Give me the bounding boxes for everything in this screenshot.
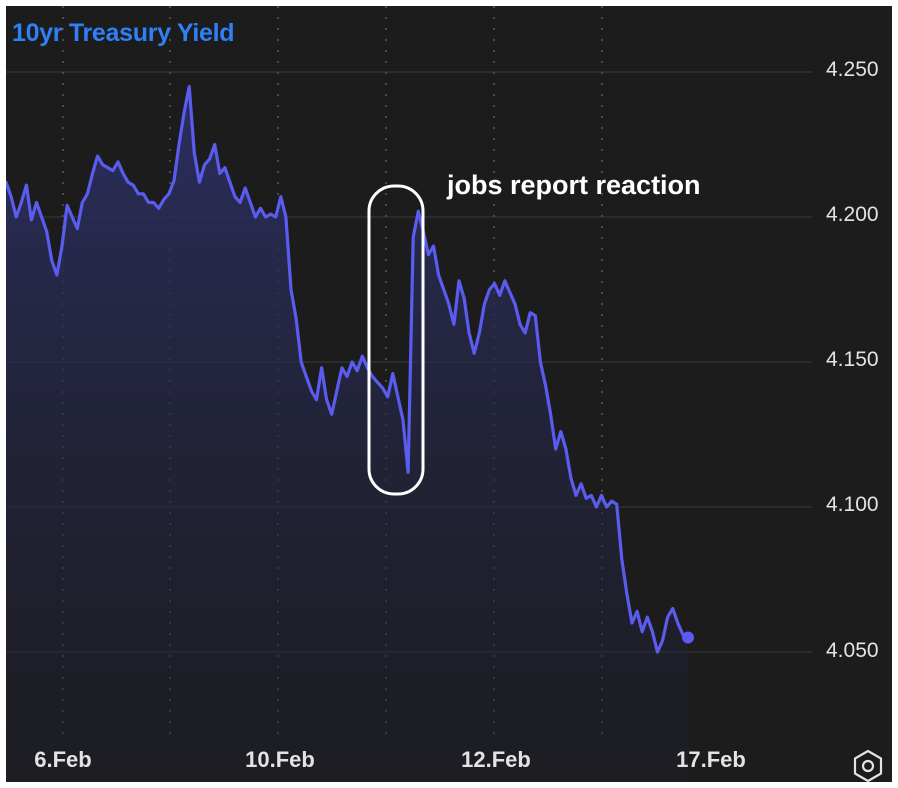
x-tick-label-10-feb: 10.Feb [245,747,315,772]
series-line [6,84,690,654]
annotation-label: jobs report reaction [447,170,701,200]
series-area [6,86,688,782]
y-tick-label-4150: 4.150 [826,348,879,371]
x-tick-label-17-feb: 17.Feb [676,747,746,772]
y-tick-label-4100: 4.100 [826,493,879,516]
annotation-highlight-box [367,184,425,496]
x-tick-label-6-feb: 6.Feb [34,747,92,772]
series-end-point [682,631,694,644]
chart-plot [6,6,812,782]
x-tick-label-12-feb: 12.Feb [461,747,531,772]
chart-title: 10yr Treasury Yield [12,19,235,47]
y-tick-label-4250: 4.250 [826,58,879,81]
settings-button[interactable] [851,749,885,783]
y-tick-label-4200: 4.200 [826,203,879,226]
y-tick-label-4050: 4.050 [826,639,879,662]
chart-panel [6,6,892,782]
gear-hexagon-icon [853,749,883,783]
